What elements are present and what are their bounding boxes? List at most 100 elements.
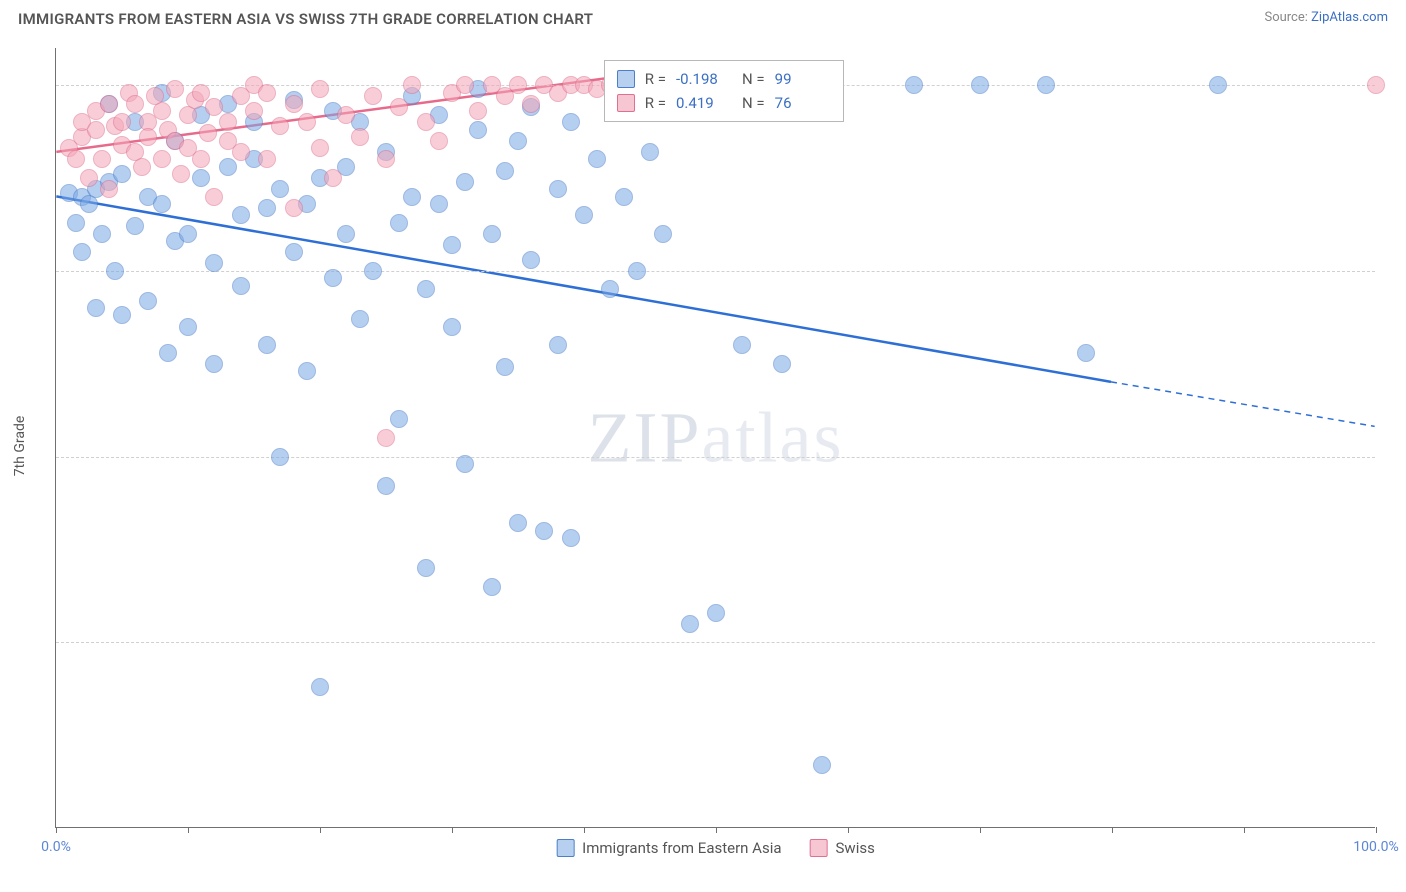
data-point-s1: [905, 76, 923, 94]
data-point-s2: [67, 150, 85, 168]
data-point-s1: [390, 214, 408, 232]
legend-label: Immigrants from Eastern Asia: [582, 839, 781, 857]
data-point-s1: [390, 410, 408, 428]
y-axis-label: 7th Grade: [12, 416, 28, 477]
data-point-s2: [417, 113, 435, 131]
legend-row: R =-0.198N =99: [617, 67, 831, 91]
legend-n-label: N =: [742, 94, 765, 112]
data-point-s1: [205, 355, 223, 373]
legend-n-value: 76: [775, 94, 831, 112]
data-point-s1: [159, 344, 177, 362]
data-point-s2: [245, 102, 263, 120]
data-point-s2: [403, 76, 421, 94]
data-point-s2: [1367, 76, 1385, 94]
data-point-s1: [971, 76, 989, 94]
data-point-s2: [258, 150, 276, 168]
data-point-s1: [430, 195, 448, 213]
data-point-s1: [417, 559, 435, 577]
source-link[interactable]: ZipAtlas.com: [1311, 10, 1388, 25]
data-point-s1: [628, 262, 646, 280]
legend-swatch: [617, 70, 635, 88]
data-point-s2: [285, 95, 303, 113]
series-legend: Immigrants from Eastern Asia Swiss: [556, 839, 875, 857]
data-point-s2: [271, 117, 289, 135]
x-tick-label: 100.0%: [1353, 839, 1398, 855]
x-tick: [848, 827, 849, 833]
data-point-s2: [311, 139, 329, 157]
data-point-s1: [271, 180, 289, 198]
series-legend-item: Swiss: [810, 839, 875, 857]
y-tick-label: 90.0%: [1383, 449, 1406, 465]
data-point-s1: [733, 336, 751, 354]
data-point-s1: [298, 362, 316, 380]
data-point-s1: [509, 514, 527, 532]
data-point-s1: [285, 243, 303, 261]
data-point-s2: [192, 84, 210, 102]
data-point-s2: [87, 121, 105, 139]
legend-label: Swiss: [836, 839, 875, 857]
data-point-s2: [311, 80, 329, 98]
data-point-s2: [390, 98, 408, 116]
source-prefix: Source:: [1264, 10, 1311, 25]
gridline-h: [56, 271, 1375, 272]
data-point-s1: [588, 150, 606, 168]
data-point-s1: [535, 522, 553, 540]
data-point-s2: [377, 150, 395, 168]
data-point-s1: [364, 262, 382, 280]
data-point-s1: [1037, 76, 1055, 94]
data-point-s2: [456, 76, 474, 94]
legend-swatch: [617, 94, 635, 112]
data-point-s2: [205, 98, 223, 116]
x-tick: [56, 827, 57, 833]
data-point-s1: [641, 143, 659, 161]
data-point-s1: [1209, 76, 1227, 94]
data-point-s1: [496, 358, 514, 376]
data-point-s2: [166, 80, 184, 98]
legend-swatch: [810, 839, 828, 857]
data-point-s1: [258, 199, 276, 217]
data-point-s1: [139, 292, 157, 310]
data-point-s2: [205, 188, 223, 206]
data-point-s1: [93, 225, 111, 243]
x-tick: [1112, 827, 1113, 833]
data-point-s1: [522, 251, 540, 269]
legend-n-label: N =: [742, 70, 765, 88]
y-tick-label: 85.0%: [1383, 634, 1406, 650]
data-point-s2: [232, 143, 250, 161]
data-point-s1: [106, 262, 124, 280]
data-point-s1: [549, 180, 567, 198]
data-point-s1: [113, 306, 131, 324]
watermark-light: atlas: [702, 397, 844, 477]
series-legend-item: Immigrants from Eastern Asia: [556, 839, 781, 857]
chart-title: IMMIGRANTS FROM EASTERN ASIA VS SWISS 7T…: [18, 10, 593, 28]
trendline-dash-s1: [1111, 382, 1375, 427]
data-point-s1: [773, 355, 791, 373]
data-point-s1: [562, 529, 580, 547]
legend-r-value: 0.419: [676, 94, 732, 112]
data-point-s1: [483, 225, 501, 243]
data-point-s2: [80, 169, 98, 187]
data-point-s1: [456, 455, 474, 473]
data-point-s1: [337, 225, 355, 243]
gridline-h: [56, 642, 1375, 643]
data-point-s2: [192, 150, 210, 168]
scatter-chart: ZIPatlas 85.0%90.0%95.0%100.0%0.0%100.0%…: [55, 48, 1375, 828]
data-point-s1: [443, 236, 461, 254]
legend-r-label: R =: [645, 70, 666, 88]
x-tick: [452, 827, 453, 833]
data-point-s2: [430, 132, 448, 150]
data-point-s2: [219, 113, 237, 131]
data-point-s2: [285, 199, 303, 217]
y-tick-label: 100.0%: [1383, 77, 1406, 93]
data-point-s2: [298, 113, 316, 131]
x-tick: [980, 827, 981, 833]
data-point-s1: [456, 173, 474, 191]
x-tick: [716, 827, 717, 833]
watermark: ZIPatlas: [588, 396, 844, 479]
data-point-s2: [258, 84, 276, 102]
data-point-s1: [311, 678, 329, 696]
data-point-s2: [153, 150, 171, 168]
data-point-s2: [324, 169, 342, 187]
data-point-s1: [153, 195, 171, 213]
x-tick: [1244, 827, 1245, 833]
